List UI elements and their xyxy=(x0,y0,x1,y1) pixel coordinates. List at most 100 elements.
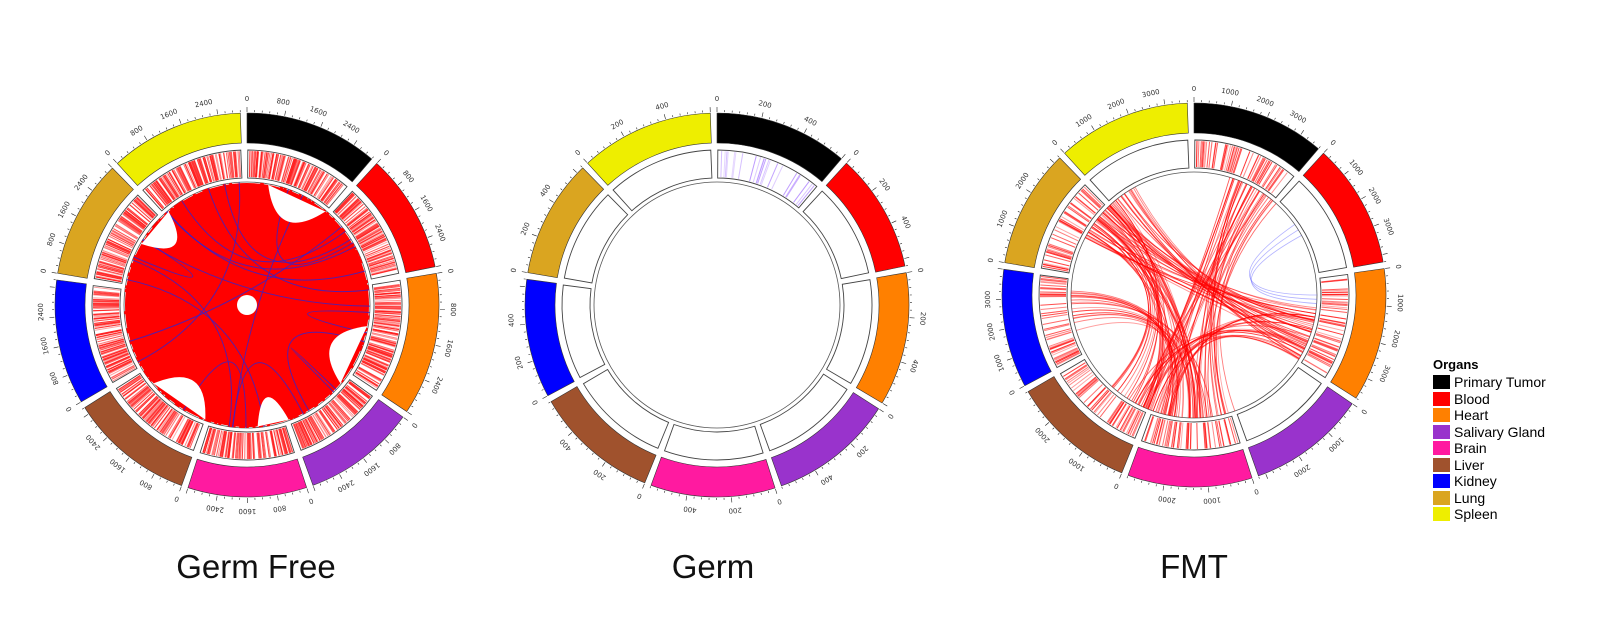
axis-tick xyxy=(1018,379,1021,381)
density-stripe xyxy=(132,390,153,409)
density-stripe xyxy=(165,173,181,197)
density-stripe xyxy=(189,423,201,449)
legend-swatch xyxy=(1433,424,1450,439)
density-stripe xyxy=(232,432,236,459)
density-stripe xyxy=(323,407,340,429)
density-stripe xyxy=(313,413,329,437)
axis-tick xyxy=(299,117,301,120)
density-stripe xyxy=(239,432,242,459)
link-ribbon xyxy=(137,338,201,396)
panel-label-germ-free: Germ Free xyxy=(176,548,336,585)
tick-label: 0 xyxy=(103,149,112,158)
tick-label: 1600 xyxy=(57,200,72,220)
density-stripe xyxy=(1308,351,1333,365)
link-ribbon xyxy=(1120,195,1301,357)
axis-tick xyxy=(158,130,161,133)
density-stripe xyxy=(337,394,358,414)
axis-tick xyxy=(521,271,527,273)
density-stripe xyxy=(1052,344,1077,356)
density-track xyxy=(663,423,764,461)
density-stripe xyxy=(237,151,240,178)
density-stripe xyxy=(302,419,315,444)
link-ribbon xyxy=(1164,180,1239,415)
density-stripe xyxy=(373,320,400,325)
axis-tick xyxy=(1367,378,1373,382)
tick-label: 2400 xyxy=(433,223,447,243)
axis-tick xyxy=(94,182,97,185)
density-stripe xyxy=(368,344,394,354)
density-stripe xyxy=(236,432,240,459)
axis-tick xyxy=(856,438,858,441)
density-stripe xyxy=(109,363,134,376)
tick-label: 400 xyxy=(558,437,573,452)
density-stripe xyxy=(1312,341,1338,352)
axis-tick xyxy=(901,361,907,364)
axis-tick xyxy=(351,466,354,469)
density-stripe xyxy=(276,155,284,181)
density-stripe xyxy=(1083,384,1103,404)
axis-tick xyxy=(389,434,392,436)
axis-tick xyxy=(1348,178,1351,181)
density-stripe xyxy=(1211,421,1217,448)
sector-kidney xyxy=(1001,268,1052,387)
density-stripe xyxy=(1106,400,1123,423)
density-stripe xyxy=(158,178,175,201)
density-stripe xyxy=(239,432,242,459)
axis-tick xyxy=(657,119,659,122)
tick-label: 0 xyxy=(1359,408,1368,416)
density-stripe xyxy=(207,428,216,455)
axis-tick xyxy=(767,491,770,494)
density-stripe xyxy=(1040,278,1067,282)
density-stripe xyxy=(135,392,155,412)
density-stripe xyxy=(309,416,324,440)
density-stripe xyxy=(1197,141,1200,168)
density-stripe xyxy=(1040,306,1067,311)
density-track xyxy=(802,190,870,280)
density-stripe xyxy=(99,258,126,268)
tick-label: 800 xyxy=(48,371,60,386)
density-stripe xyxy=(149,185,167,206)
sector-spleen xyxy=(1064,102,1189,176)
axis-tick xyxy=(399,423,402,425)
axis-tick xyxy=(1376,231,1379,234)
density-stripe xyxy=(1249,155,1262,180)
axis-tick xyxy=(104,171,107,173)
density-stripe xyxy=(344,387,365,406)
density-stripe xyxy=(318,410,335,433)
density-stripe xyxy=(1267,168,1284,191)
axis-tick xyxy=(1046,166,1049,169)
density-stripe xyxy=(99,340,125,350)
density-stripe xyxy=(111,231,135,245)
density-stripe xyxy=(1040,278,1067,283)
density-stripe xyxy=(277,428,286,455)
axis-tick xyxy=(1287,124,1290,127)
link-ribbon xyxy=(1091,226,1149,387)
link-ribbon xyxy=(126,325,235,428)
density-stripe xyxy=(301,165,314,190)
axis-tick xyxy=(897,235,900,238)
density-stripe xyxy=(96,272,122,279)
axis-tick xyxy=(347,138,350,141)
density-stripe xyxy=(93,292,120,296)
link-ribbon xyxy=(1133,187,1305,350)
axis-tick xyxy=(870,421,873,423)
density-stripe xyxy=(111,366,136,380)
density-track xyxy=(1089,139,1190,202)
tick-label: 400 xyxy=(908,358,920,373)
density-stripe xyxy=(373,326,399,332)
axis-tick xyxy=(90,420,93,422)
density-stripe xyxy=(135,198,155,217)
axis-tick xyxy=(1057,432,1060,435)
link-ribbon xyxy=(1162,193,1265,415)
axis-tick xyxy=(1286,464,1288,467)
link-ribbon xyxy=(132,259,233,427)
density-stripe xyxy=(258,432,263,459)
density-stripe xyxy=(1223,419,1231,445)
density-stripe xyxy=(169,415,184,439)
density-stripe xyxy=(372,329,399,336)
link-ribbon xyxy=(224,183,352,263)
density-stripe xyxy=(1044,324,1070,332)
tick-label: 0 xyxy=(65,405,74,413)
density-stripe xyxy=(1314,337,1340,348)
density-stripe xyxy=(325,405,343,427)
